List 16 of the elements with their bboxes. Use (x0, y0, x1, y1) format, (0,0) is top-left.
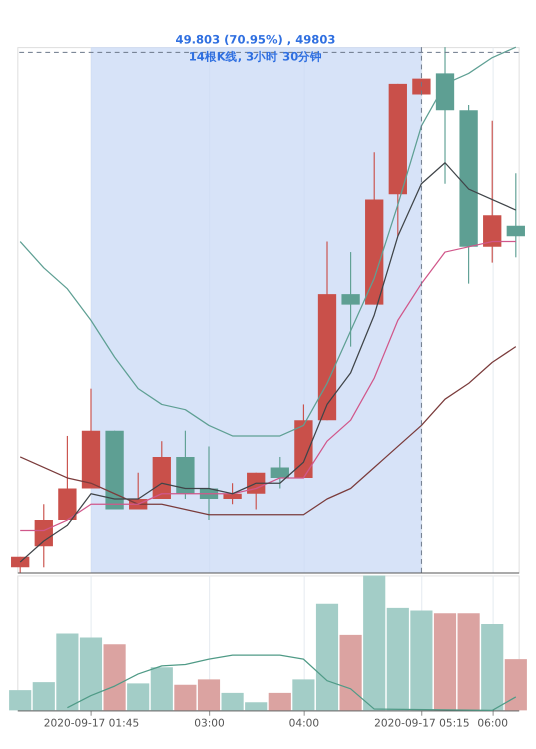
annotation: 14根K线, 3小时 30分钟 (188, 50, 322, 64)
candlestick (341, 251, 360, 348)
x-tick-label: 2020-09-17 01:45 (44, 717, 140, 730)
bar (504, 659, 527, 710)
candlestick (270, 456, 289, 490)
candlestick (223, 482, 242, 505)
x-tick-label: 2020-09-17 05:15 (374, 717, 470, 730)
text: 49.803 (70.95%) , 49803 (176, 32, 336, 46)
candlestick (506, 172, 525, 258)
x-tick-label: 06:00 (477, 717, 508, 730)
x-tick-label: 03:00 (194, 717, 225, 730)
bar (268, 692, 291, 710)
bar (104, 644, 126, 710)
x-tick-label: 04:00 (288, 717, 320, 730)
bar (481, 624, 504, 710)
bar (340, 634, 362, 710)
